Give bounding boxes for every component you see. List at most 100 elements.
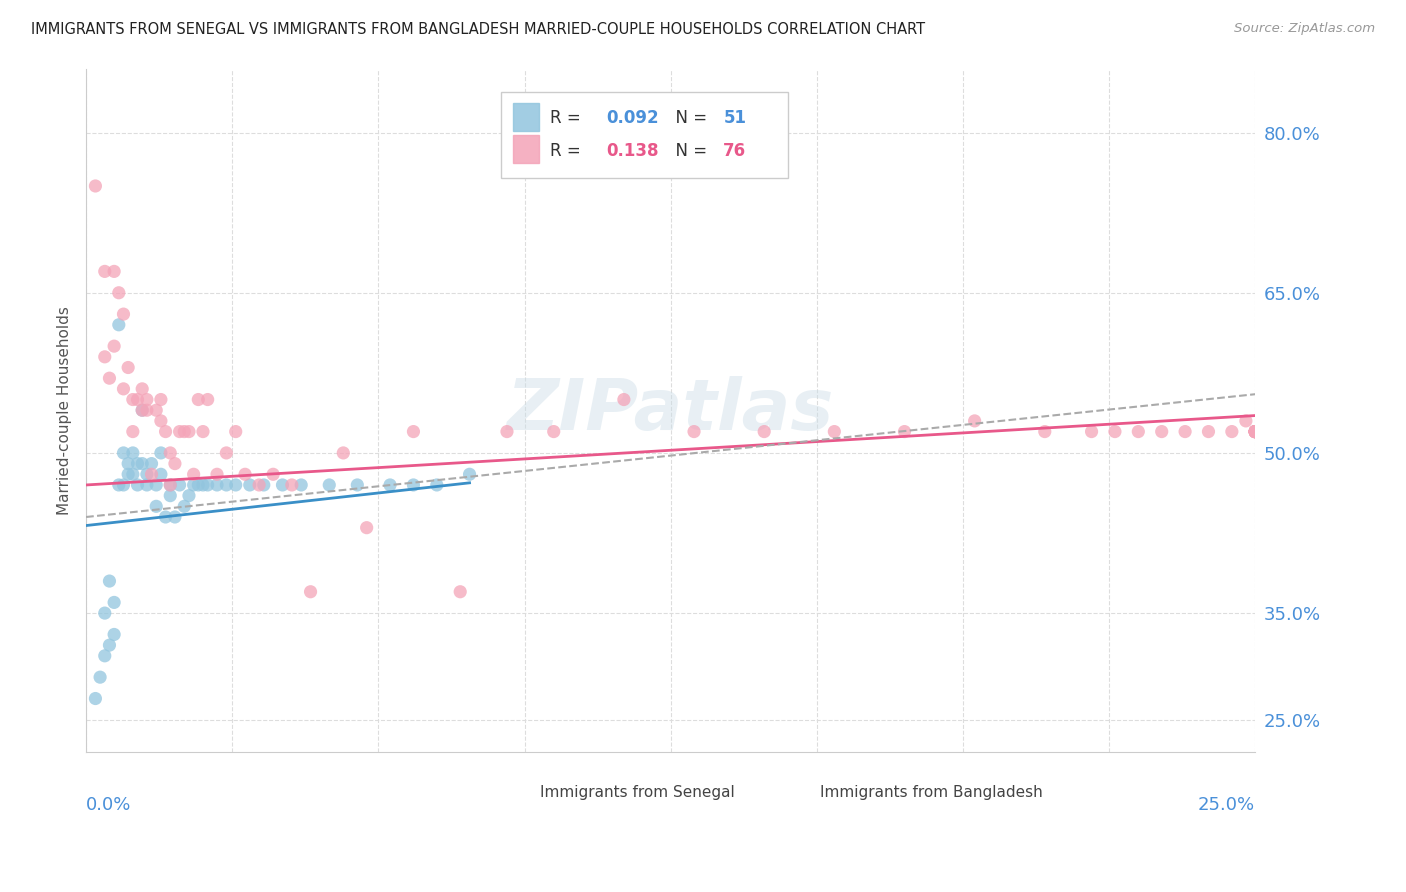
Point	[1080, 425, 1102, 439]
Point	[107, 318, 129, 332]
Point	[1244, 425, 1267, 439]
Text: R =: R =	[550, 110, 586, 128]
Point	[141, 457, 163, 471]
Point	[197, 478, 219, 492]
Text: 76: 76	[723, 142, 747, 160]
Point	[149, 392, 172, 407]
Point	[112, 307, 135, 321]
Point	[290, 478, 312, 492]
Point	[299, 584, 322, 599]
Text: 51: 51	[723, 110, 747, 128]
Point	[121, 392, 143, 407]
Point	[131, 403, 153, 417]
Point	[141, 467, 163, 482]
Point	[135, 403, 157, 417]
Point	[131, 382, 153, 396]
Point	[112, 382, 135, 396]
Bar	[513, 136, 538, 163]
Point	[149, 467, 172, 482]
Point	[187, 392, 209, 407]
Bar	[508, 781, 533, 805]
Point	[233, 467, 256, 482]
Point	[332, 446, 354, 460]
Point	[187, 478, 209, 492]
Point	[121, 446, 143, 460]
Point	[1244, 425, 1267, 439]
Point	[94, 350, 117, 364]
Point	[149, 414, 172, 428]
Point	[247, 478, 270, 492]
Point	[159, 478, 181, 492]
Point	[1244, 425, 1267, 439]
Point	[543, 425, 565, 439]
Point	[271, 478, 294, 492]
Point	[163, 457, 186, 471]
Point	[1244, 425, 1267, 439]
Point	[183, 467, 205, 482]
Text: Immigrants from Senegal: Immigrants from Senegal	[540, 786, 734, 800]
Point	[754, 425, 776, 439]
Point	[127, 457, 149, 471]
Point	[89, 670, 111, 684]
Point	[107, 285, 129, 300]
Point	[1234, 414, 1257, 428]
Point	[1244, 425, 1267, 439]
Point	[1244, 425, 1267, 439]
Point	[963, 414, 986, 428]
Point	[346, 478, 368, 492]
Point	[103, 627, 125, 641]
Point	[169, 478, 191, 492]
Point	[127, 392, 149, 407]
Point	[127, 478, 149, 492]
Point	[1244, 425, 1267, 439]
Point	[135, 478, 157, 492]
Point	[1174, 425, 1197, 439]
Point	[1244, 425, 1267, 439]
Point	[253, 478, 276, 492]
Point	[98, 371, 121, 385]
Point	[191, 425, 214, 439]
Point	[94, 264, 117, 278]
Point	[121, 467, 143, 482]
Point	[135, 392, 157, 407]
Point	[1244, 425, 1267, 439]
Point	[426, 478, 449, 492]
Point	[281, 478, 304, 492]
Point	[683, 425, 706, 439]
Y-axis label: Married-couple Households: Married-couple Households	[58, 306, 72, 515]
Text: N =: N =	[665, 142, 713, 160]
Point	[239, 478, 262, 492]
Point	[94, 606, 117, 620]
Point	[117, 360, 139, 375]
Point	[183, 478, 205, 492]
Point	[215, 446, 238, 460]
Point	[197, 392, 219, 407]
Point	[177, 425, 200, 439]
Point	[378, 478, 401, 492]
Point	[356, 521, 378, 535]
Point	[173, 425, 195, 439]
Point	[402, 425, 425, 439]
Point	[1198, 425, 1220, 439]
Point	[169, 425, 191, 439]
FancyBboxPatch shape	[501, 93, 787, 178]
Point	[1220, 425, 1243, 439]
Point	[402, 478, 425, 492]
Point	[155, 510, 177, 524]
Bar	[787, 781, 813, 805]
Point	[84, 691, 107, 706]
Text: Immigrants from Bangladesh: Immigrants from Bangladesh	[820, 786, 1043, 800]
Point	[121, 425, 143, 439]
Point	[163, 510, 186, 524]
Point	[225, 478, 247, 492]
Point	[215, 478, 238, 492]
Point	[1033, 425, 1056, 439]
Point	[1104, 425, 1126, 439]
Point	[262, 467, 284, 482]
Point	[1244, 425, 1267, 439]
Point	[318, 478, 340, 492]
Text: 0.092: 0.092	[606, 110, 659, 128]
Point	[823, 425, 845, 439]
Point	[1244, 425, 1267, 439]
Text: N =: N =	[665, 110, 713, 128]
